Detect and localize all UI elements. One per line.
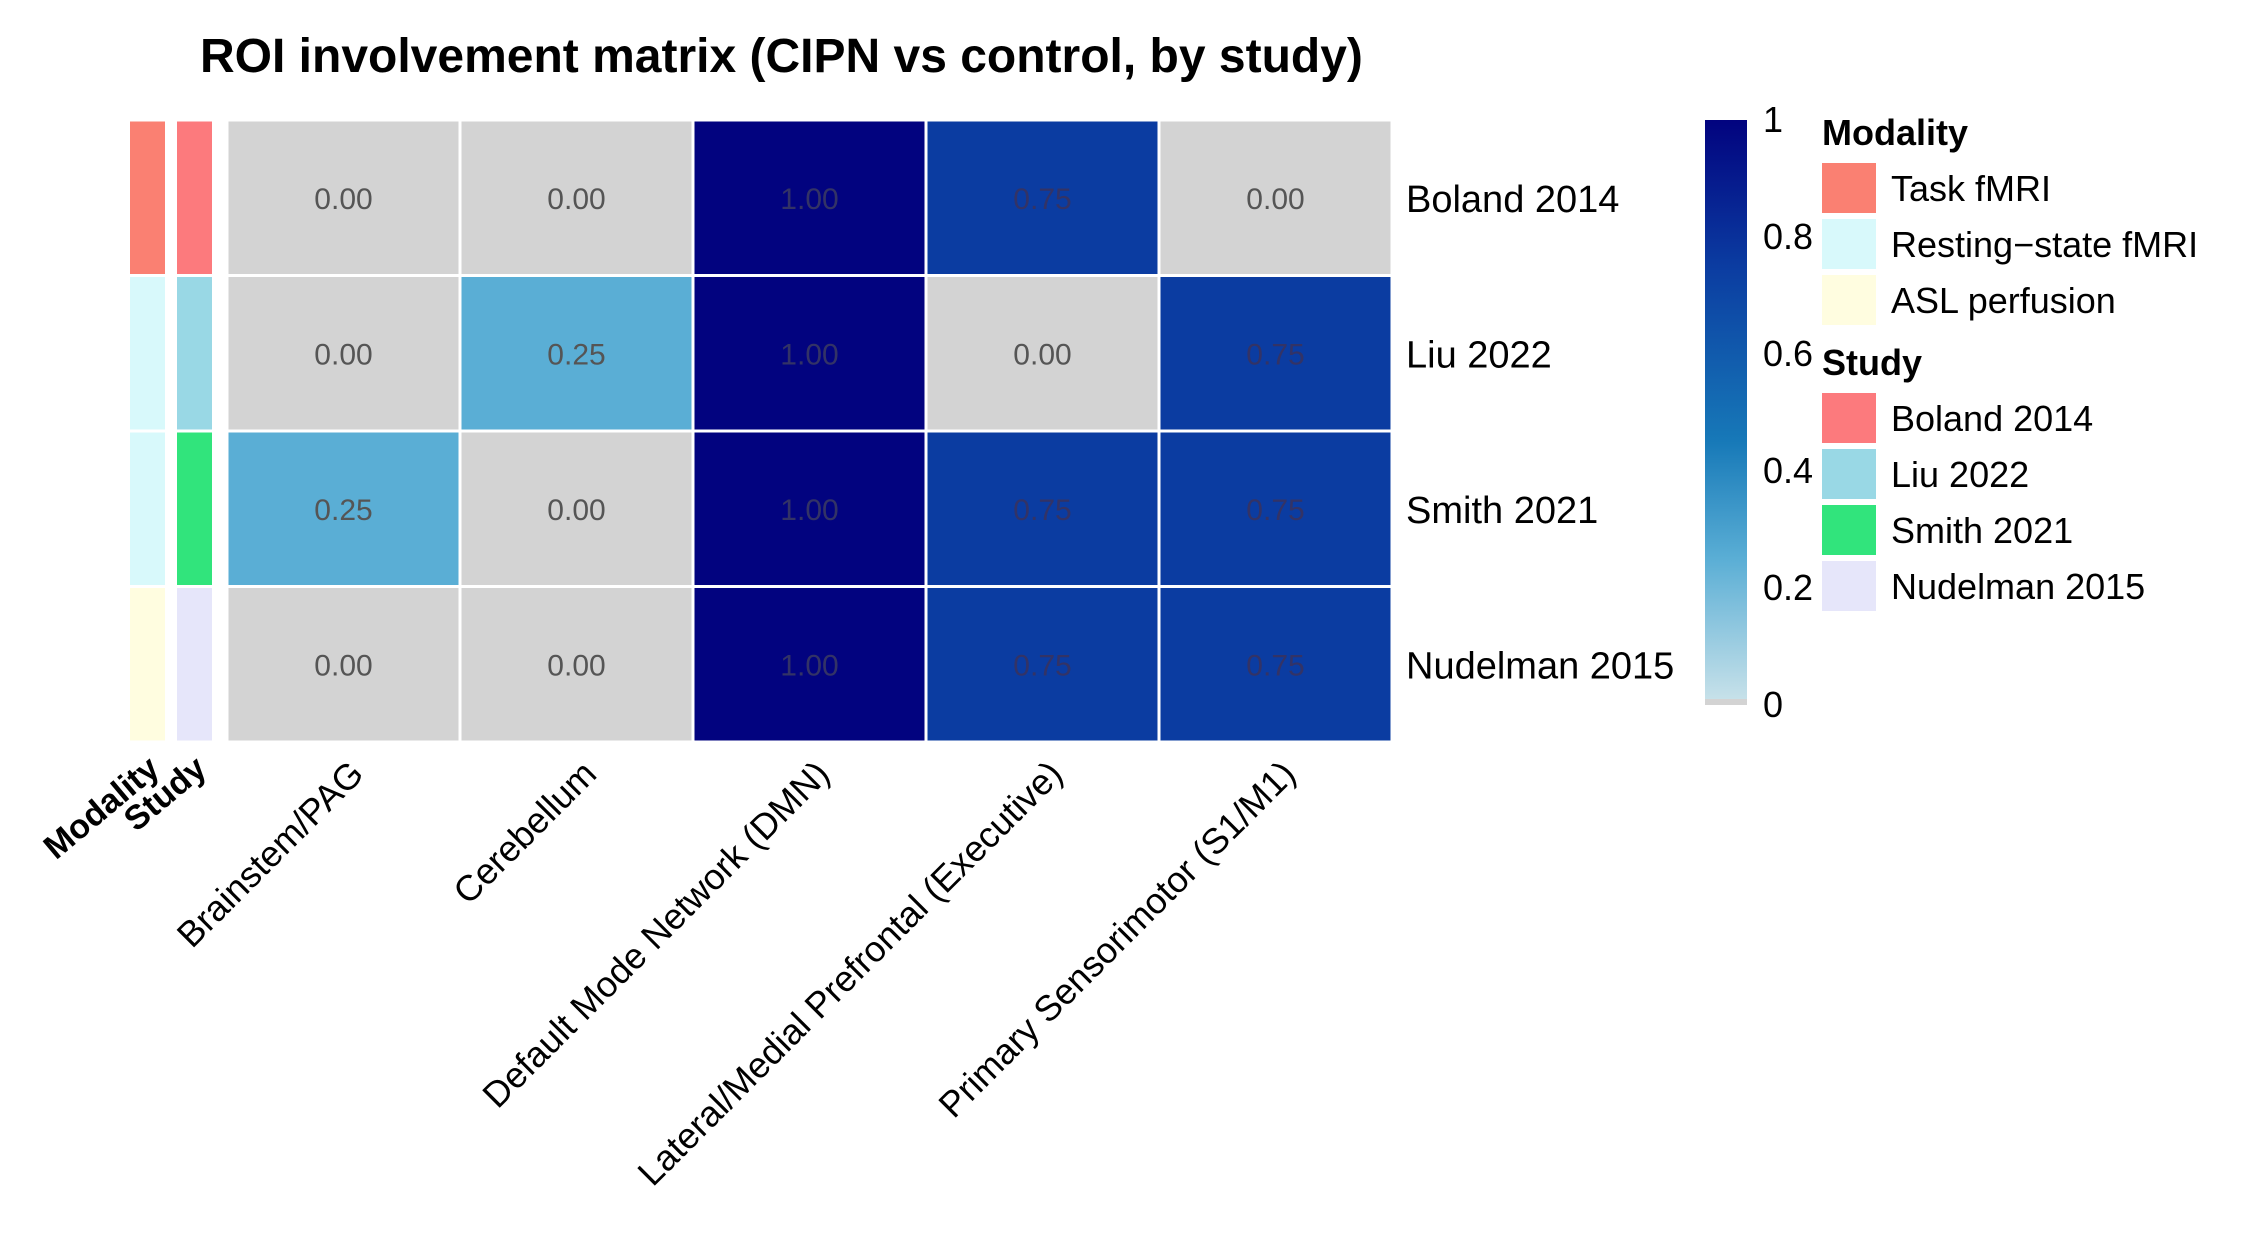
heatmap-cell: [1160, 121, 1391, 274]
colorbar-tick-label: 0.2: [1763, 567, 1813, 608]
heatmap-cell: [694, 277, 925, 430]
cell-value-label: 1.00: [780, 649, 838, 682]
cell-value-label: 1.00: [780, 494, 838, 527]
legend-swatch: [1822, 505, 1876, 555]
cell-value-label: 0.00: [314, 183, 372, 216]
row-label: Liu 2022: [1406, 334, 1552, 376]
colorbar: 0 0.2 0.4 0.6 0.8 1: [1705, 99, 1813, 725]
heatmap-cell: [228, 588, 459, 741]
colorbar-tick-label: 1: [1763, 99, 1783, 140]
cell-value-label: 0.75: [1246, 494, 1304, 527]
cell-value-label: 0.75: [1013, 494, 1071, 527]
heatmap-cell: [461, 588, 692, 741]
colorbar-tick-label: 0.6: [1763, 333, 1813, 374]
colorbar-tick-label: 0: [1763, 684, 1783, 725]
heatmap-cell: [461, 121, 692, 274]
cell-value-label: 0.25: [314, 494, 372, 527]
legend-swatch: [1822, 219, 1876, 269]
column-label: Lateral/Medial Prefrontal (Executive): [629, 753, 1070, 1194]
column-label: Cerebellum: [445, 753, 604, 912]
study-annotation-cell: [177, 121, 212, 274]
legend-item-label: Smith 2021: [1891, 510, 2073, 551]
cell-value-label: 0.00: [547, 649, 605, 682]
colorbar-gradient: [1705, 120, 1747, 705]
modality-annotation-cell: [130, 121, 165, 274]
legend-title: Modality: [1822, 112, 1968, 153]
legend-swatch: [1822, 163, 1876, 213]
cell-value-label: 0.00: [547, 183, 605, 216]
heatmap-cell: [927, 277, 1158, 430]
heatmap-cell: [1160, 588, 1391, 741]
row-label: Boland 2014: [1406, 179, 1619, 221]
cell-value-label: 0.75: [1246, 338, 1304, 371]
cell-value-label: 0.00: [1246, 183, 1304, 216]
legend-swatch: [1822, 561, 1876, 611]
colorbar-tick-label: 0.8: [1763, 216, 1813, 257]
cell-value-label: 1.00: [780, 183, 838, 216]
heatmap-cell: [694, 432, 925, 585]
heatmap-cell: [228, 121, 459, 274]
row-labels: Boland 2014 Liu 2022 Smith 2021 Nudelman 20…: [1406, 179, 1674, 688]
row-label: Smith 2021: [1406, 490, 1598, 532]
legend-item-label: Liu 2022: [1891, 454, 2029, 495]
colorbar-zero-swatch: [1705, 699, 1747, 705]
heatmap-cell: [1160, 277, 1391, 430]
heatmap-cell: [1160, 432, 1391, 585]
modality-annotation-cell: [130, 588, 165, 741]
heatmap-cell: [927, 432, 1158, 585]
cell-value-label: 0.00: [547, 494, 605, 527]
legend-item-label: ASL perfusion: [1891, 280, 2116, 321]
chart-title: ROI involvement matrix (CIPN vs control,…: [200, 30, 1363, 83]
heatmap-cells: 0.00 0.00 1.00 0.75 0.00 0.00 0.25 1.00 0.00 0.75…: [228, 121, 1391, 741]
legend-title: Study: [1822, 342, 1922, 383]
colorbar-tick-label: 0.4: [1763, 450, 1813, 491]
legend-item-label: Nudelman 2015: [1891, 566, 2145, 607]
legend-swatch: [1822, 449, 1876, 499]
row-label: Nudelman 2015: [1406, 645, 1674, 687]
cell-value-label: 0.00: [314, 649, 372, 682]
cell-value-label: 0.75: [1013, 649, 1071, 682]
study-annotation-cell: [177, 277, 212, 430]
heatmap-cell: [694, 121, 925, 274]
cell-value-label: 0.00: [314, 338, 372, 371]
cell-value-label: 0.00: [1013, 338, 1071, 371]
heatmap-cell: [694, 588, 925, 741]
heatmap-cell: [461, 277, 692, 430]
study-annotation-cell: [177, 432, 212, 585]
modality-annotation-cell: [130, 432, 165, 585]
legend-item-label: Resting−state fMRI: [1891, 224, 2198, 265]
heatmap-cell: [461, 432, 692, 585]
heatmap-cell: [228, 432, 459, 585]
cell-value-label: 0.75: [1246, 649, 1304, 682]
cell-value-label: 0.25: [547, 338, 605, 371]
heatmap-cell: [228, 277, 459, 430]
heatmap-cell: [927, 588, 1158, 741]
study-annotation-cell: [177, 588, 212, 741]
legend-swatch: [1822, 275, 1876, 325]
cell-value-label: 0.75: [1013, 183, 1071, 216]
legend-item-label: Boland 2014: [1891, 398, 2093, 439]
heatmap-cell: [927, 121, 1158, 274]
legend-item-label: Task fMRI: [1891, 168, 2051, 209]
legends: Modality Task fMRI Resting−state fMRI ASL p…: [1822, 112, 2198, 611]
legend-swatch: [1822, 393, 1876, 443]
cell-value-label: 1.00: [780, 338, 838, 371]
modality-annotation-cell: [130, 277, 165, 430]
